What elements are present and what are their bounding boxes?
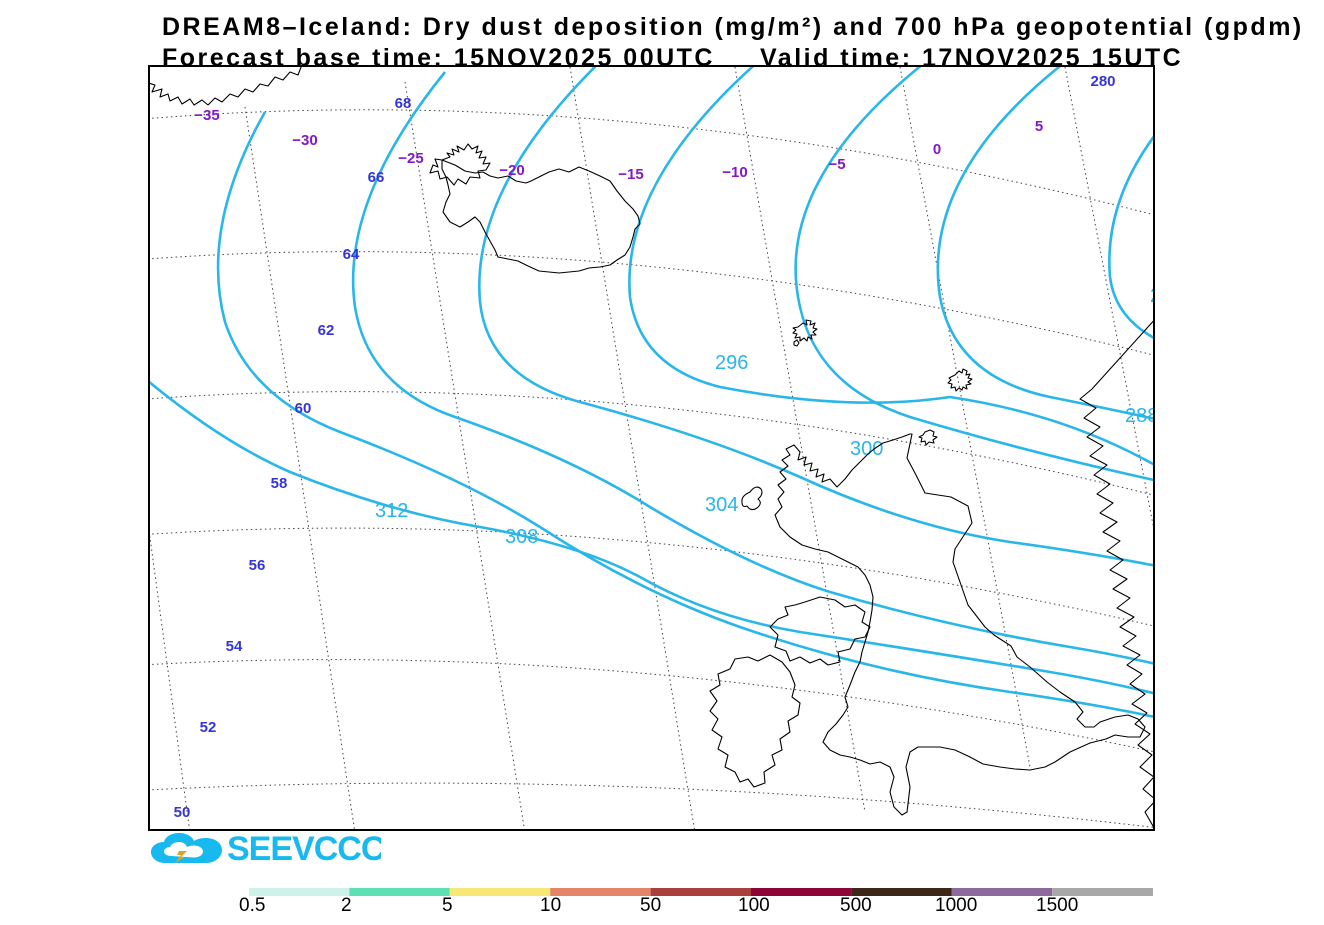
svg-text:284: 284 <box>1150 285 1155 307</box>
svg-text:−35: −35 <box>194 107 219 124</box>
svg-text:56: 56 <box>249 557 266 574</box>
svg-text:296: 296 <box>715 352 748 374</box>
svg-text:300: 300 <box>850 438 883 460</box>
svg-text:0: 0 <box>933 141 941 158</box>
svg-text:−15: −15 <box>618 166 643 183</box>
svg-text:50: 50 <box>174 804 191 821</box>
svg-text:−5: −5 <box>828 156 845 173</box>
svg-text:68: 68 <box>395 95 412 112</box>
svg-text:54: 54 <box>226 638 243 655</box>
svg-text:308: 308 <box>505 526 538 548</box>
svg-text:312: 312 <box>375 500 408 522</box>
svg-text:5: 5 <box>1035 118 1043 135</box>
svg-text:280: 280 <box>1090 73 1115 90</box>
svg-text:64: 64 <box>343 246 360 263</box>
svg-text:304: 304 <box>705 494 738 516</box>
svg-text:−30: −30 <box>292 132 317 149</box>
svg-text:288: 288 <box>1125 405 1155 427</box>
svg-text:60: 60 <box>295 400 312 417</box>
svg-text:62: 62 <box>318 322 335 339</box>
svg-text:−25: −25 <box>398 150 423 167</box>
svg-text:58: 58 <box>271 475 288 492</box>
svg-text:52: 52 <box>200 719 217 736</box>
svg-text:66: 66 <box>368 169 385 186</box>
svg-text:SEEVCCC: SEEVCCC <box>227 833 381 868</box>
svg-text:−10: −10 <box>722 164 747 181</box>
